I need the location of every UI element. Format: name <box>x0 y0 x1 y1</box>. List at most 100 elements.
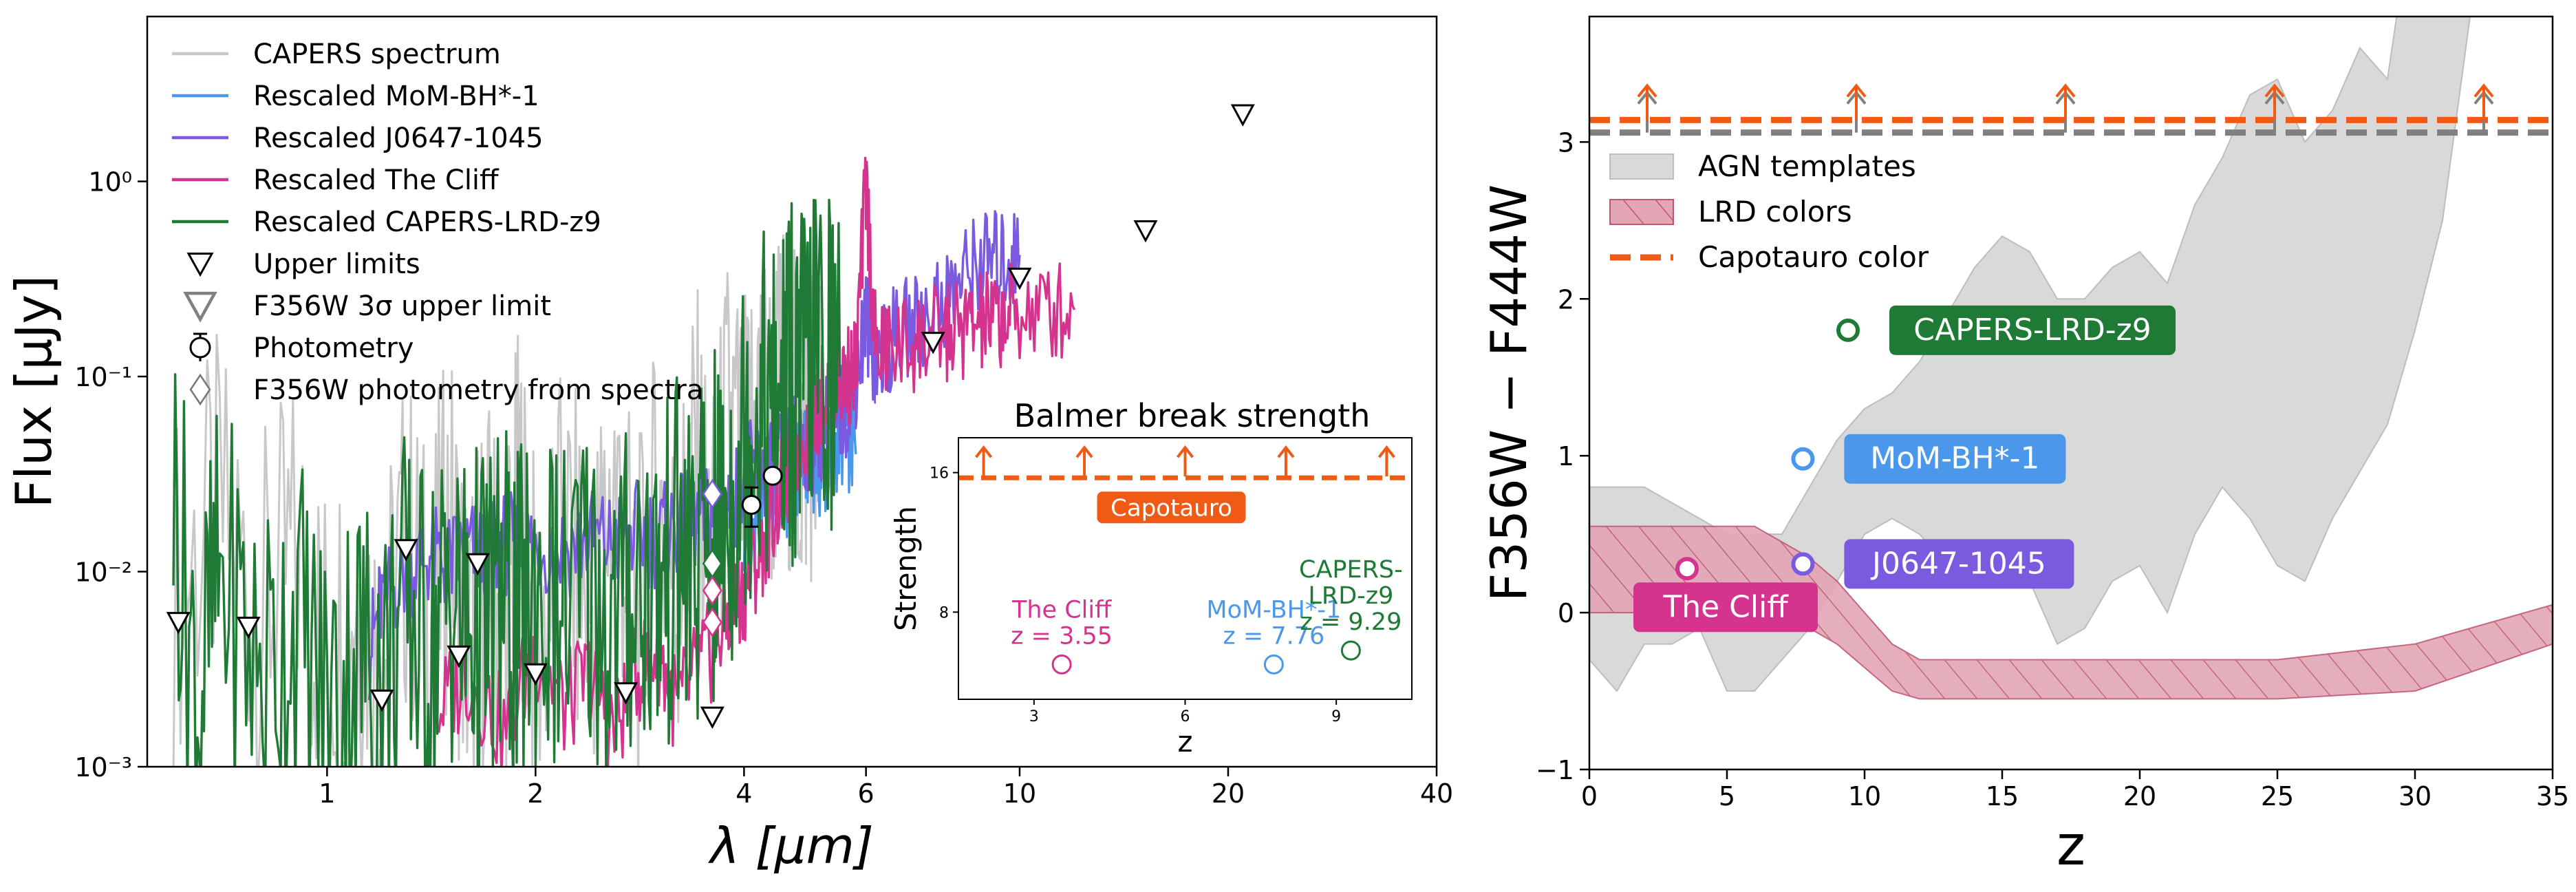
legend-label-1: Rescaled MoM-BH*-1 <box>253 81 539 112</box>
series-line-0 <box>172 226 824 767</box>
color-point-2 <box>1791 447 1815 471</box>
legend-label-6: F356W 3σ upper limit <box>253 290 551 322</box>
inset-capotauro-label: Capotauro <box>1110 494 1232 522</box>
x-tick-label-5: 25 <box>2261 781 2294 811</box>
y-tick-label-3: 2 <box>1558 284 1574 315</box>
color-point-0 <box>1675 557 1699 581</box>
upper-limit-marker-10 <box>1007 267 1032 290</box>
photometry-point-1 <box>762 465 783 486</box>
inset-x-tick-label-1: 6 <box>1181 708 1190 725</box>
inset-point-label-1-1: z = 7.76 <box>1223 622 1324 650</box>
point-label-2: MoM-BH*-1 <box>1870 441 2039 476</box>
y-tick-label-1: 10⁻² <box>74 558 132 588</box>
inset-capotauro-badge <box>1097 491 1246 524</box>
inset-title: Balmer break strength <box>1014 397 1371 434</box>
y-tick-label-1: 0 <box>1558 598 1574 628</box>
y-tick-label-0: −1 <box>1536 755 1574 785</box>
orange-arrow-head-1 <box>1846 83 1867 98</box>
x-tick-label-4: 20 <box>2123 781 2156 811</box>
upper-limit-marker-1 <box>236 617 261 639</box>
sed-legend: CAPERS spectrum Rescaled MoM-BH*-1 Rescale… <box>172 39 703 406</box>
inset-point-label-0-0: The Cliff <box>1011 596 1112 624</box>
upper-limit-marker-2 <box>369 689 394 712</box>
orange-arrow-head-4 <box>2473 83 2494 98</box>
inset-arrow-head-2 <box>1176 445 1194 458</box>
point-label-badge-0 <box>1633 582 1818 633</box>
x-tick-label-4: 10 <box>1003 778 1036 809</box>
point-label-3: CAPERS-LRD-z9 <box>1913 312 2151 348</box>
upper-limit-marker-11 <box>1133 220 1158 243</box>
series-line-4 <box>172 198 841 767</box>
color-point-1 <box>1791 552 1815 576</box>
inset-point-1 <box>1263 654 1284 675</box>
legend-swatch-7 <box>189 337 211 359</box>
inset-point-label-1-0: MoM-BH*-1 <box>1206 596 1341 624</box>
color-axes-frame <box>1588 15 2554 771</box>
upper-limit-marker-9 <box>921 332 945 354</box>
legend-label-1: LRD colors <box>1698 195 1852 229</box>
legend-swatch-0 <box>1609 153 1674 180</box>
inset-point-label-2-1: LRD-z9 <box>1308 582 1393 610</box>
inset-point-2 <box>1340 640 1361 661</box>
y-tick-label-3: 10⁰ <box>88 167 132 198</box>
inset-arrow-head-4 <box>1377 445 1395 458</box>
inset-point-label-0-1: z = 3.55 <box>1011 622 1113 650</box>
y-axis-label: Flux [μJy] <box>5 275 63 508</box>
legend-label-7: Photometry <box>253 332 414 364</box>
point-label-badge-2 <box>1844 434 2066 484</box>
x-tick-label-2: 10 <box>1848 781 1881 811</box>
upper-limit-marker-8 <box>700 706 724 730</box>
point-label-badge-3 <box>1889 305 2176 355</box>
x-tick-label-5: 20 <box>1212 778 1245 809</box>
point-label-1: J0647-1045 <box>1870 546 2046 581</box>
inset-arrow-head-3 <box>1277 445 1295 458</box>
y-tick-label-2: 1 <box>1558 441 1574 471</box>
legend-label-2: Rescaled J0647-1045 <box>253 123 544 154</box>
orange-arrow-head-0 <box>1637 83 1657 98</box>
inset-point-label-2-2: z = 9.29 <box>1300 608 1402 636</box>
spectra-photometry-diamond-2 <box>702 575 722 606</box>
orange-arrow-head-2 <box>2055 83 2076 98</box>
y-tick-label-4: 3 <box>1558 127 1574 158</box>
inset-x-tick-label-0: 3 <box>1029 708 1039 725</box>
upper-limit-marker-0 <box>166 612 191 635</box>
spectra-photometry-diamond-3 <box>702 607 722 637</box>
upper-limit-marker-6 <box>523 663 548 686</box>
legend-label-5: Upper limits <box>253 248 420 280</box>
x-tick-label-0: 1 <box>319 778 335 809</box>
x-tick-label-2: 4 <box>736 778 752 809</box>
x-axis-label: λ [μm] <box>707 817 874 875</box>
inset-x-tick-label-2: 9 <box>1331 708 1341 725</box>
inset-y-tick-label-1: 16 <box>930 465 949 482</box>
y-axis-label: F356W − F444W <box>1480 184 1538 602</box>
x-tick-label-6: 40 <box>1420 778 1453 809</box>
legend-swatch-5 <box>186 253 214 277</box>
x-axis-label: z <box>2057 814 2085 878</box>
point-label-0: The Cliff <box>1662 589 1789 624</box>
x-tick-label-7: 35 <box>2536 781 2569 811</box>
legend-label-0: CAPERS spectrum <box>253 39 501 70</box>
sed-panel: 1 2 4 6 10 20 40 10⁻³ 10⁻² 10⁻¹ 10⁰ λ [μm] Flux [μJy… <box>5 15 1453 875</box>
inset-arrow-head-0 <box>975 445 993 458</box>
upper-limit-marker-4 <box>447 645 471 668</box>
color-legend: AGN templates LRD colors Capotauro color <box>1609 149 1929 274</box>
upper-limit-marker-7 <box>614 682 638 705</box>
inset-point-0 <box>1051 654 1072 675</box>
spectra-photometry-diamond-0 <box>702 478 722 509</box>
color-point-3 <box>1836 318 1860 342</box>
photometry-point-0 <box>741 494 762 515</box>
x-tick-label-6: 30 <box>2398 781 2432 811</box>
inset-arrow-head-1 <box>1075 445 1093 458</box>
sed-axes-frame <box>146 15 1438 768</box>
inset-point-label-2-0: CAPERS- <box>1299 556 1403 584</box>
inset-y-tick-label-0: 8 <box>939 604 949 622</box>
x-tick-label-1: 5 <box>1719 781 1735 811</box>
legend-label-3: Rescaled The Cliff <box>253 164 500 196</box>
y-tick-label-2: 10⁻¹ <box>74 362 132 392</box>
legend-label-0: AGN templates <box>1698 149 1916 183</box>
y-tick-label-0: 10⁻³ <box>74 752 132 783</box>
legend-swatch-1 <box>1609 199 1674 225</box>
x-tick-label-1: 2 <box>527 778 544 809</box>
